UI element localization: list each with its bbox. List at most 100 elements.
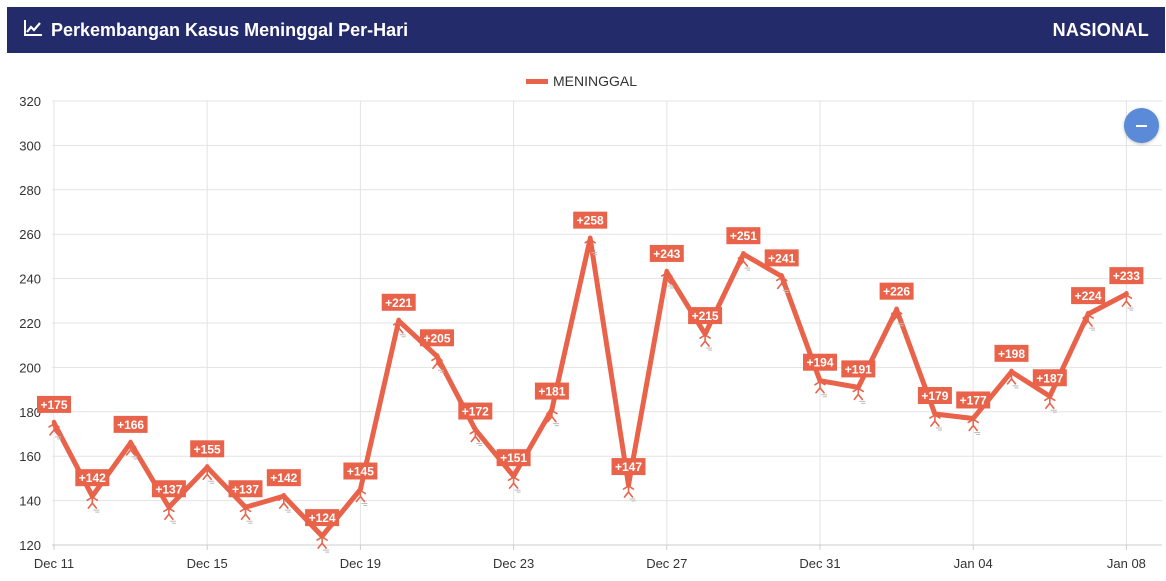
x-tick-label: Dec 15 [187, 556, 228, 571]
data-point-marker[interactable] [584, 235, 598, 256]
data-point-marker[interactable] [163, 504, 176, 524]
y-tick-label: 300 [19, 138, 41, 153]
region-label: NASIONAL [1052, 19, 1149, 40]
data-label: +224 [1071, 287, 1106, 305]
markers-group [48, 235, 1134, 553]
data-label: +124 [305, 509, 340, 527]
y-tick-label: 280 [19, 183, 41, 198]
data-label-box [458, 402, 493, 420]
data-label: +221 [381, 293, 416, 311]
data-point-marker[interactable] [775, 273, 789, 293]
x-tick-label: Jan 08 [1107, 556, 1146, 571]
data-label-text: +215 [692, 309, 719, 323]
data-point-marker[interactable] [967, 415, 981, 435]
data-label: +187 [1032, 369, 1067, 387]
data-point-marker[interactable] [1082, 310, 1096, 331]
data-label-text: +124 [309, 511, 336, 525]
data-label-text: +172 [462, 405, 489, 419]
data-point-marker[interactable] [1005, 368, 1019, 389]
data-label-box [841, 360, 876, 378]
data-point-marker[interactable] [431, 353, 444, 373]
data-label-box [381, 293, 416, 311]
data-point-marker[interactable] [929, 410, 942, 431]
data-label-box [534, 382, 569, 400]
data-label: +137 [151, 480, 186, 498]
data-label-box [803, 353, 837, 371]
data-point-marker[interactable] [469, 426, 483, 447]
data-label-box [305, 509, 340, 527]
data-label: +179 [917, 387, 952, 405]
data-label-text: +221 [385, 296, 412, 310]
data-label: +142 [266, 469, 301, 487]
data-label-text: +198 [998, 347, 1025, 361]
data-label: +155 [190, 440, 225, 458]
x-tick-label: Dec 11 [34, 556, 74, 571]
data-point-marker[interactable] [1044, 393, 1057, 413]
data-label-box [75, 469, 110, 487]
data-point-marker[interactable] [814, 377, 827, 398]
series-line [52, 236, 1129, 539]
data-point-marker[interactable] [316, 532, 330, 553]
x-tick-label: Dec 31 [799, 556, 840, 571]
y-tick-label: 160 [19, 449, 41, 464]
data-label-box [496, 449, 531, 467]
data-label-text: +233 [1113, 269, 1140, 283]
data-point-marker[interactable] [507, 472, 521, 493]
data-label-box [917, 387, 952, 405]
data-label: +145 [343, 462, 378, 480]
data-label-box [420, 329, 454, 347]
data-point-marker[interactable] [852, 384, 866, 404]
data-label-text: +177 [960, 393, 987, 407]
data-label-box [726, 227, 761, 245]
data-point-marker[interactable] [48, 419, 61, 440]
data-label-box [190, 440, 225, 458]
data-label-text: +137 [232, 482, 259, 496]
data-label-text: +191 [845, 362, 872, 376]
y-axis: 120 140 160 180 200 220 240 260 280 300 320 [19, 94, 41, 553]
chart-header: Perkembangan Kasus Meninggal Per-Hari NA… [7, 7, 1165, 53]
chart-legend[interactable]: MENINGGAL [526, 73, 637, 89]
data-label: +226 [879, 282, 914, 300]
data-label: +166 [113, 415, 148, 433]
data-label-box [37, 395, 71, 413]
data-label-text: +226 [883, 285, 910, 299]
data-point-marker[interactable] [737, 250, 751, 271]
data-label-text: +181 [538, 385, 565, 399]
x-tick-label: Dec 27 [646, 556, 687, 571]
data-point-marker[interactable] [546, 406, 559, 427]
data-point-marker[interactable] [622, 481, 636, 502]
y-tick-label: 120 [19, 538, 41, 553]
data-label-box [994, 344, 1029, 362]
data-label-text: +137 [155, 482, 182, 496]
x-tick-label: Dec 23 [493, 556, 534, 571]
data-point-marker[interactable] [1120, 290, 1134, 311]
data-label-text: +166 [117, 418, 144, 432]
data-point-marker[interactable] [239, 504, 253, 524]
data-label-text: +258 [577, 214, 604, 228]
data-point-marker[interactable] [354, 486, 368, 506]
data-label-box [688, 307, 723, 325]
data-label: +215 [688, 307, 723, 325]
data-point-marker[interactable] [890, 306, 904, 327]
zoom-reset-button[interactable] [1124, 108, 1159, 143]
y-tick-label: 220 [19, 316, 41, 331]
data-label-text: +142 [270, 471, 297, 485]
legend-label: MENINGGAL [553, 73, 637, 89]
data-point-marker[interactable] [661, 268, 674, 289]
data-label-text: +251 [730, 229, 757, 243]
data-point-marker[interactable] [124, 439, 138, 460]
y-tick-label: 180 [19, 405, 41, 420]
data-label: +194 [803, 353, 837, 371]
data-point-marker[interactable] [86, 492, 100, 513]
data-label: +175 [37, 395, 71, 413]
data-label-box [573, 211, 608, 229]
minus-icon [1136, 124, 1147, 127]
data-point-marker[interactable] [392, 317, 406, 338]
data-point-marker[interactable] [201, 464, 215, 484]
data-point-marker[interactable] [278, 492, 291, 513]
data-point-marker[interactable] [699, 330, 713, 351]
data-label: +233 [1109, 267, 1144, 285]
data-label: +172 [458, 402, 493, 420]
data-label-text: +224 [1075, 289, 1102, 303]
data-label-box [649, 244, 684, 262]
